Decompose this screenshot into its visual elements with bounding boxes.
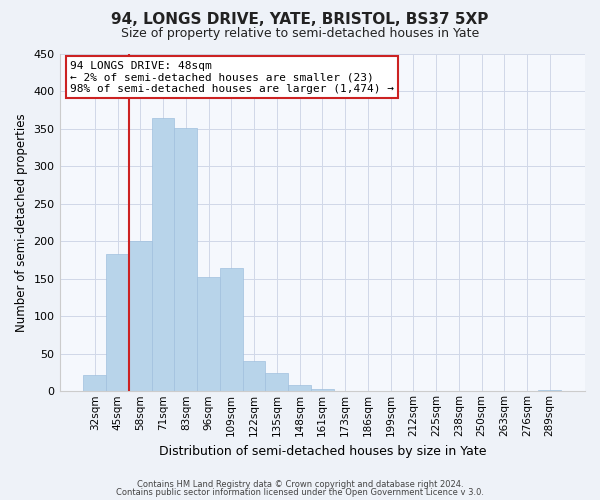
Bar [197, 278, 220, 392]
Bar [288, 384, 311, 392]
Bar [220, 268, 242, 392]
Bar [106, 254, 129, 392]
Text: Contains HM Land Registry data © Crown copyright and database right 2024.: Contains HM Land Registry data © Crown c… [137, 480, 463, 489]
X-axis label: Distribution of semi-detached houses by size in Yate: Distribution of semi-detached houses by … [158, 444, 486, 458]
Text: 94 LONGS DRIVE: 48sqm
← 2% of semi-detached houses are smaller (23)
98% of semi-: 94 LONGS DRIVE: 48sqm ← 2% of semi-detac… [70, 60, 394, 94]
Text: Contains public sector information licensed under the Open Government Licence v : Contains public sector information licen… [116, 488, 484, 497]
Text: 94, LONGS DRIVE, YATE, BRISTOL, BS37 5XP: 94, LONGS DRIVE, YATE, BRISTOL, BS37 5XP [112, 12, 488, 28]
Bar [83, 375, 106, 392]
Y-axis label: Number of semi-detached properties: Number of semi-detached properties [15, 114, 28, 332]
Bar [175, 128, 197, 392]
Bar [311, 389, 334, 392]
Bar [242, 362, 265, 392]
Bar [538, 390, 561, 392]
Bar [356, 390, 379, 392]
Bar [265, 372, 288, 392]
Bar [129, 240, 152, 392]
Bar [152, 118, 175, 392]
Text: Size of property relative to semi-detached houses in Yate: Size of property relative to semi-detach… [121, 28, 479, 40]
